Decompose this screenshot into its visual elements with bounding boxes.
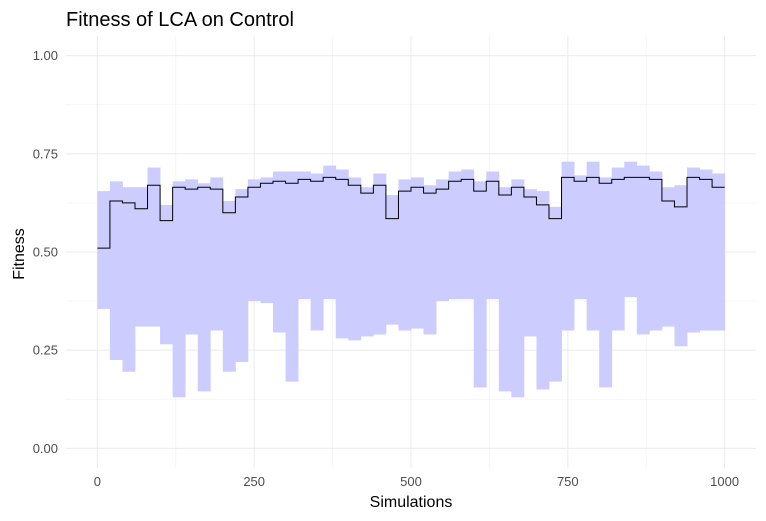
band-segment (661, 187, 675, 327)
band-segment (135, 187, 148, 327)
band-segment (385, 195, 399, 325)
mean-step-path (97, 176, 725, 249)
confidence-band (97, 161, 726, 398)
band-segment (122, 187, 136, 372)
band-segment (273, 171, 286, 333)
band-segment (298, 171, 312, 300)
band-segment (197, 183, 211, 392)
band-segment (574, 175, 588, 300)
band-segment (498, 187, 512, 392)
band-segment (674, 185, 688, 347)
band-segment (549, 206, 562, 382)
band-segment (448, 171, 462, 300)
band-segment (310, 173, 324, 331)
band-segment (335, 169, 349, 339)
chart-title: Fitness of LCA on Control (66, 9, 294, 31)
x-tick-label: 0 (94, 474, 101, 489)
band-segment (712, 173, 726, 331)
band-segment (536, 191, 550, 390)
band-segment (611, 167, 625, 331)
y-tick-label: 1.00 (33, 48, 58, 63)
x-tick-label: 500 (400, 474, 422, 489)
band-segment (486, 171, 500, 300)
band-segment (511, 179, 525, 398)
band-segment (160, 204, 174, 345)
band-segment (210, 177, 224, 331)
band-segment (260, 177, 274, 304)
x-tick-label: 1000 (710, 474, 739, 489)
x-axis-title: Simulations (370, 494, 453, 511)
y-tick-label: 0.25 (33, 343, 58, 358)
band-segment (561, 161, 575, 331)
x-axis-ticks: 0 250 500 750 1000 (94, 474, 739, 489)
band-segment (360, 187, 374, 337)
band-segment (398, 179, 412, 331)
y-tick-label: 0.00 (33, 441, 58, 456)
band-segment (461, 169, 475, 300)
band-segment (235, 189, 249, 362)
band-segment (473, 181, 487, 388)
band-segment (423, 185, 437, 335)
band-segment (109, 181, 123, 360)
band-segment (523, 189, 537, 337)
band-segment (599, 177, 613, 388)
band-segment (649, 171, 663, 331)
band-segment (411, 177, 424, 329)
band-segment (247, 179, 261, 302)
band-segment (222, 200, 236, 372)
band-segment (586, 161, 600, 331)
band-segment (436, 179, 450, 302)
y-axis-ticks: 0.00 0.25 0.50 0.75 1.00 (33, 48, 58, 456)
band-segment (172, 181, 186, 398)
mean-line (97, 176, 725, 249)
y-axis-title: Fitness (11, 228, 28, 280)
band-segment (185, 179, 199, 335)
band-segment (636, 165, 650, 335)
band-segment (285, 171, 299, 382)
y-tick-label: 0.75 (33, 146, 58, 161)
band-segment (97, 191, 111, 309)
band-segment (699, 169, 713, 331)
y-tick-label: 0.50 (33, 245, 58, 260)
x-tick-label: 750 (557, 474, 579, 489)
band-segment (373, 173, 387, 335)
band-segment (348, 177, 362, 341)
band-segment (687, 167, 700, 333)
band-segment (147, 167, 161, 327)
x-tick-label: 250 (243, 474, 265, 489)
band-segment (323, 165, 337, 300)
band-segment (624, 161, 638, 298)
